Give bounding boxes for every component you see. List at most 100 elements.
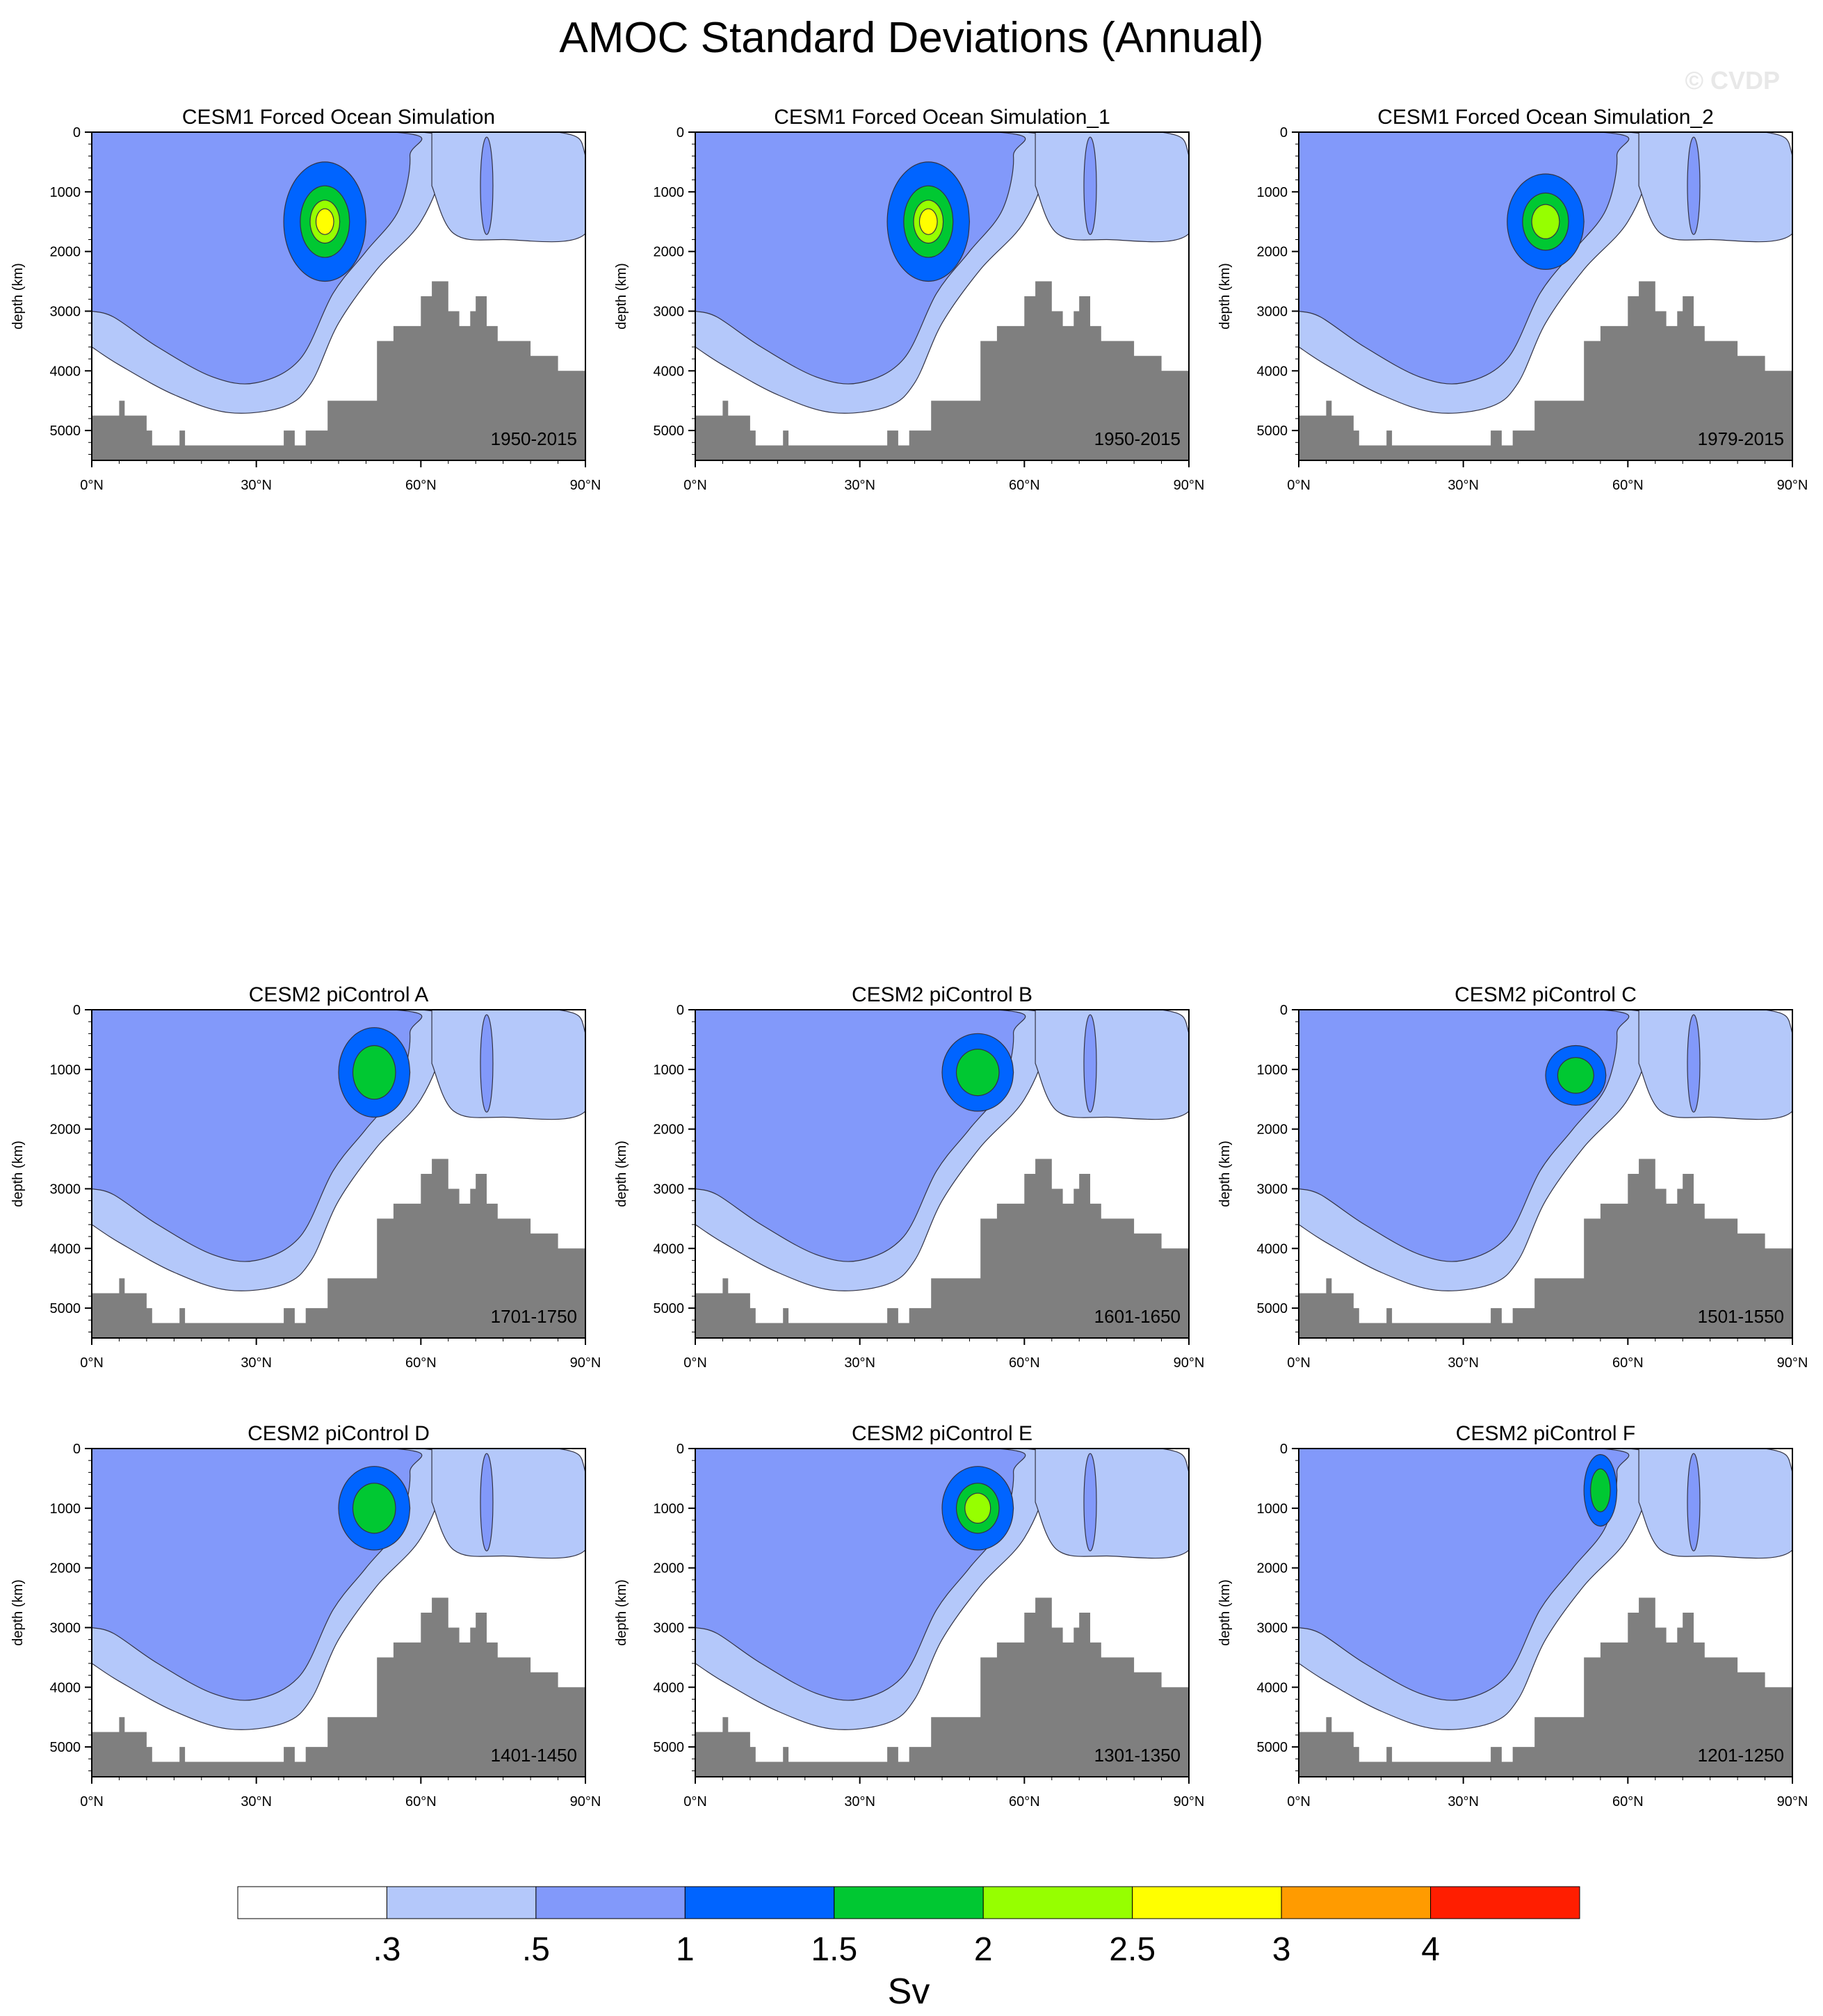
contour-subpolar — [1638, 1010, 1792, 1120]
x-tick-label: 60°N — [405, 1355, 437, 1371]
colorbar-swatch — [982, 1886, 1133, 1919]
y-axis-label: depth (km) — [1217, 1579, 1233, 1646]
contour-level-6 — [315, 208, 334, 235]
colorbar-swatch — [386, 1886, 537, 1919]
panel-8: CESM2 piControl F 1201-1250 0 1000 2000 3000 4… — [1217, 1422, 1808, 1809]
contour-subpolar — [1638, 132, 1792, 243]
y-tick-label: 4000 — [50, 1680, 81, 1695]
panels-group: CESM1 Forced Ocean Simulation 1950-2015 0 1… — [10, 106, 1808, 1809]
y-axis-label: depth (km) — [1217, 263, 1233, 330]
colorbar-label: 2.5 — [1109, 1931, 1156, 1968]
x-tick-label: 0°N — [683, 1355, 707, 1371]
y-tick-label: 3000 — [1257, 1182, 1288, 1197]
panel-title: CESM2 piControl F — [1456, 1422, 1635, 1445]
x-tick-label: 0°N — [1287, 1355, 1311, 1371]
y-tick-label: 2000 — [654, 245, 685, 260]
period-label: 1501-1550 — [1698, 1306, 1784, 1327]
panel-3: CESM2 piControl A 1701-1750 0 1000 2000 3000 4… — [10, 983, 601, 1371]
x-tick-label: 90°N — [1777, 1355, 1808, 1371]
bathymetry-land — [92, 1159, 585, 1338]
y-tick-label: 3000 — [1257, 1620, 1288, 1636]
period-label: 1401-1450 — [491, 1745, 577, 1766]
y-tick-label: 4000 — [654, 364, 685, 379]
y-tick-label: 0 — [73, 1442, 81, 1457]
y-tick-label: 1000 — [654, 1063, 685, 1078]
contour-subpolar — [1035, 132, 1189, 243]
y-tick-label: 2000 — [50, 1561, 81, 1576]
x-tick-label: 60°N — [1009, 478, 1040, 493]
panel-1: CESM1 Forced Ocean Simulation_1 1950-2015… — [614, 106, 1204, 493]
x-tick-label: 0°N — [683, 478, 707, 493]
y-tick-label: 1000 — [50, 1501, 81, 1517]
colorbar-swatch — [535, 1886, 686, 1919]
x-tick-label: 90°N — [1174, 478, 1205, 493]
x-tick-label: 90°N — [1777, 1794, 1808, 1809]
y-tick-label: 5000 — [50, 424, 81, 439]
x-tick-label: 30°N — [241, 478, 272, 493]
contour-level-4 — [352, 1483, 396, 1534]
x-tick-label: 0°N — [80, 478, 104, 493]
y-tick-label: 3000 — [50, 1620, 81, 1636]
colorbar-swatch — [1132, 1886, 1282, 1919]
x-tick-label: 60°N — [1009, 1794, 1040, 1809]
colorbar-label: 2 — [974, 1931, 993, 1968]
y-tick-label: 1000 — [1257, 1501, 1288, 1517]
x-tick-label: 60°N — [405, 478, 437, 493]
y-tick-label: 4000 — [1257, 364, 1288, 379]
y-tick-label: 1000 — [50, 185, 81, 200]
colorbar-label: .3 — [373, 1931, 400, 1968]
y-tick-label: 4000 — [50, 1241, 81, 1257]
y-tick-label: 5000 — [654, 424, 685, 439]
y-axis-label: depth (km) — [614, 263, 629, 330]
y-tick-label: 1000 — [50, 1063, 81, 1078]
panel-title: CESM2 piControl B — [852, 983, 1032, 1006]
y-tick-label: 1000 — [1257, 1063, 1288, 1078]
watermark: © CVDP — [1685, 66, 1780, 95]
y-tick-label: 0 — [73, 125, 81, 140]
contour-level-4 — [352, 1045, 396, 1100]
x-tick-label: 0°N — [1287, 478, 1311, 493]
x-tick-label: 90°N — [1174, 1794, 1205, 1809]
colorbar: .3 .5 1 1.5 2 2.5 3 4 Sv — [237, 1886, 1580, 2012]
panel-title: CESM2 piControl C — [1455, 983, 1637, 1006]
y-tick-label: 0 — [1280, 1003, 1288, 1018]
contour-level-6 — [918, 208, 938, 235]
y-tick-label: 3000 — [50, 304, 81, 319]
contour-subpolar-core — [1083, 136, 1097, 235]
x-tick-label: 30°N — [241, 1794, 272, 1809]
y-axis-label: depth (km) — [10, 263, 26, 330]
y-tick-label: 5000 — [654, 1740, 685, 1755]
y-tick-label: 0 — [1280, 1442, 1288, 1457]
panel-5: CESM2 piControl C 1501-1550 0 1000 2000 3000 4… — [1217, 983, 1808, 1371]
bathymetry-land — [1299, 281, 1792, 460]
period-label: 1950-2015 — [491, 428, 577, 449]
bathymetry-land — [695, 281, 1189, 460]
y-axis-label: depth (km) — [10, 1579, 26, 1646]
y-tick-label: 2000 — [50, 1122, 81, 1138]
colorbar-label: 3 — [1272, 1931, 1291, 1968]
contour-subpolar — [1035, 1010, 1189, 1120]
contour-subpolar — [1638, 1449, 1792, 1559]
contour-subpolar — [431, 132, 585, 243]
y-tick-label: 1000 — [1257, 185, 1288, 200]
y-tick-label: 5000 — [654, 1301, 685, 1316]
x-tick-label: 60°N — [1612, 1355, 1644, 1371]
y-tick-label: 5000 — [1257, 424, 1288, 439]
period-label: 1701-1750 — [491, 1306, 577, 1327]
x-tick-label: 60°N — [1612, 1794, 1644, 1809]
period-label: 1201-1250 — [1698, 1745, 1784, 1766]
colorbar-label: .5 — [522, 1931, 550, 1968]
contour-level-4 — [1590, 1468, 1611, 1513]
y-tick-label: 2000 — [654, 1561, 685, 1576]
panel-title: CESM1 Forced Ocean Simulation — [182, 106, 495, 129]
y-tick-label: 5000 — [50, 1740, 81, 1755]
period-label: 1950-2015 — [1094, 428, 1181, 449]
x-tick-label: 60°N — [1009, 1355, 1040, 1371]
x-tick-label: 60°N — [405, 1794, 437, 1809]
period-label: 1601-1650 — [1094, 1306, 1181, 1327]
y-tick-label: 5000 — [50, 1301, 81, 1316]
x-tick-label: 90°N — [1777, 478, 1808, 493]
y-tick-label: 2000 — [1257, 1122, 1288, 1138]
y-tick-label: 4000 — [1257, 1680, 1288, 1695]
